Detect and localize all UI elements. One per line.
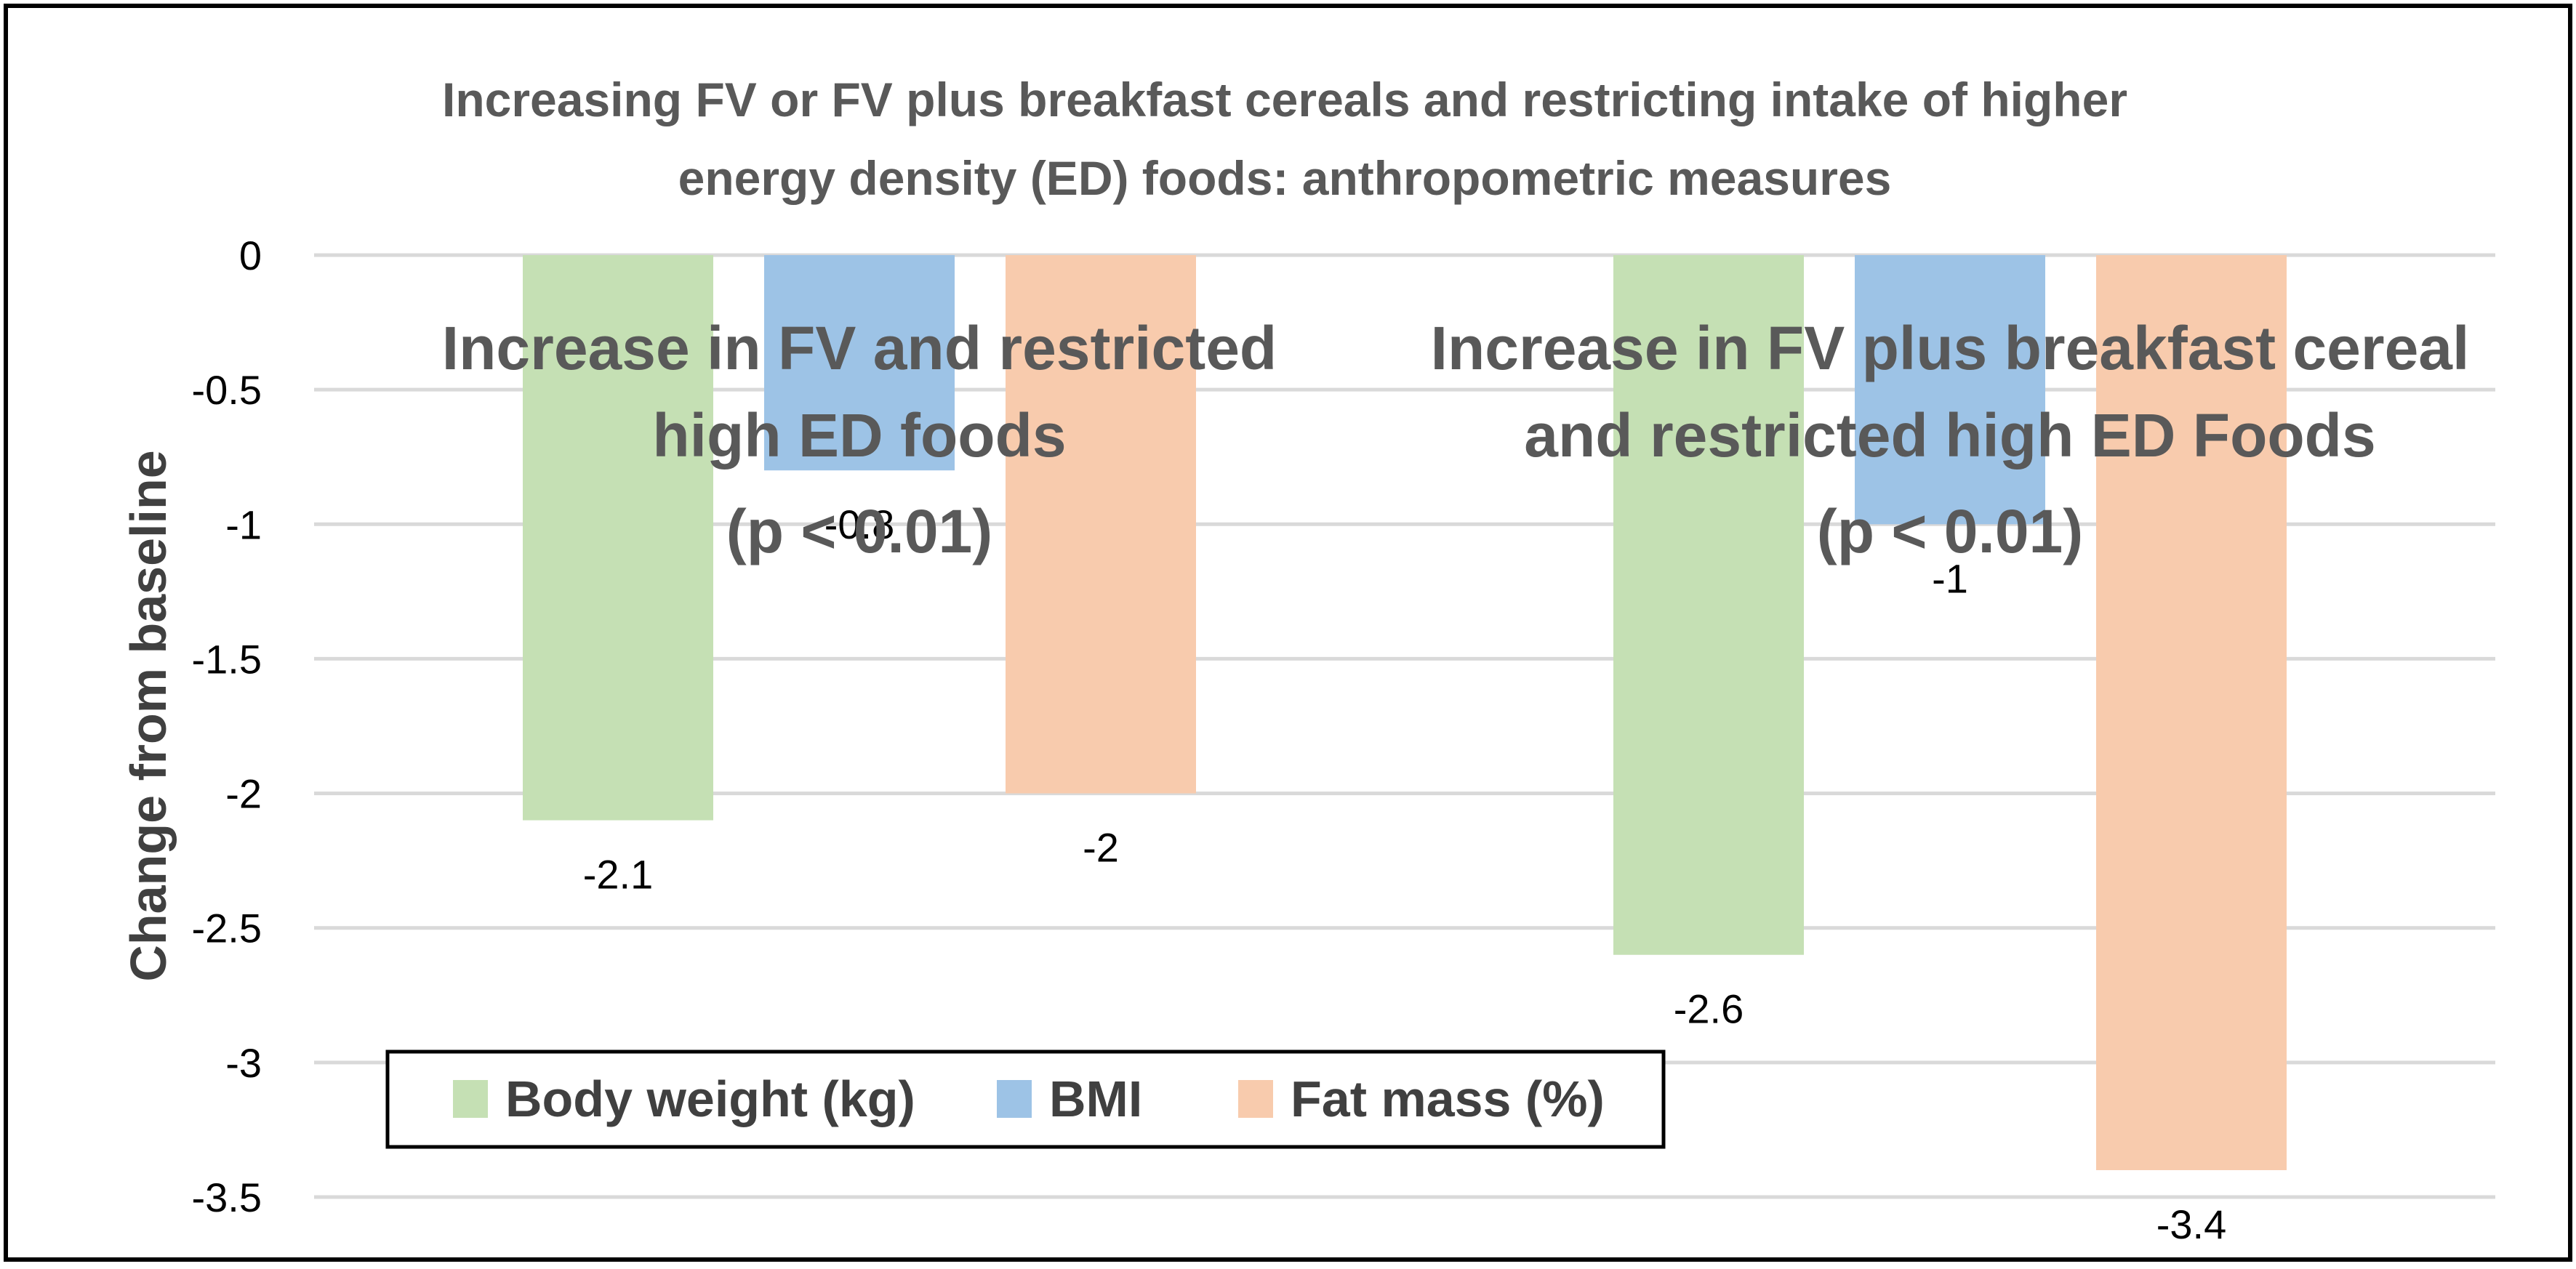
group-label-line: Increase in FV plus breakfast cereal [1431, 314, 2470, 382]
bar-value-label: -2 [1083, 825, 1119, 871]
bar-value-label: -2.6 [1674, 986, 1744, 1032]
group-label-line: (p < 0.01) [1817, 497, 2083, 565]
y-tick-label: 0 [239, 233, 262, 278]
bar [1855, 255, 2045, 525]
data-labels: -2.1 -0.8 -2 -2.6 -1 -3.4 [583, 501, 2227, 1247]
legend-items: Body weight (kg) BMI Fat mass (%) [453, 1071, 1605, 1127]
group-label-line: high ED foods [652, 401, 1066, 470]
y-tick-label: -0.5 [192, 367, 262, 413]
legend: Body weight (kg) BMI Fat mass (%) [385, 1050, 1666, 1149]
y-tick-label: -3 [225, 1040, 262, 1086]
group-labels: Increase in FV and restricted high ED foo… [442, 314, 2470, 565]
legend-label: BMI [1049, 1071, 1142, 1127]
bar [523, 255, 713, 821]
bar [1613, 255, 1804, 955]
group-label-line: and restricted high ED Foods [1524, 401, 2375, 470]
y-tick-label: -1.5 [192, 636, 262, 682]
legend-label: Body weight (kg) [505, 1071, 915, 1127]
bar [2096, 255, 2287, 1170]
bars [523, 255, 2287, 1170]
bar-value-label: -3.4 [2156, 1201, 2227, 1247]
y-tick-label: -2 [225, 771, 262, 817]
y-tick-label: -3.5 [192, 1175, 262, 1220]
chart-title-line-1: Increasing FV or FV plus breakfast cerea… [442, 73, 2127, 126]
group-label-line: (p < 0.01) [726, 497, 992, 565]
legend-swatch [1238, 1080, 1273, 1118]
y-axis-ticks: 0 -0.5 -1 -1.5 -2 -2.5 -3 -3.5 [192, 233, 262, 1220]
legend-swatch [997, 1080, 1032, 1118]
chart-title-line-2: energy density (ED) foods: anthropometri… [678, 151, 1892, 205]
bar-value-label: -0.8 [824, 501, 895, 547]
y-tick-label: -1 [225, 501, 262, 547]
legend-label: Fat mass (%) [1291, 1071, 1605, 1127]
bar [764, 255, 955, 471]
bar-value-label: -1 [1932, 555, 1968, 601]
y-tick-label: -2.5 [192, 906, 262, 951]
group-label-line: Increase in FV and restricted [442, 314, 1277, 382]
bar-value-label: -2.1 [583, 852, 654, 898]
bar [1006, 255, 1196, 794]
legend-swatch [453, 1080, 488, 1118]
y-axis-label: Change from baseline [120, 450, 177, 981]
